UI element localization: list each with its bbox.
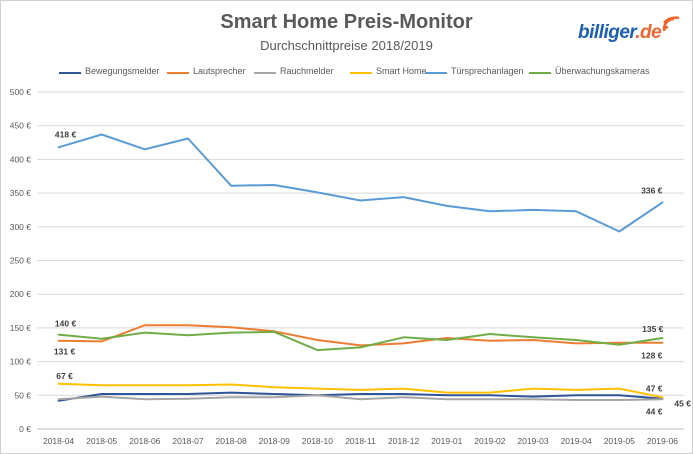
x-tick-label: 2018-12 xyxy=(388,436,419,446)
data-label: 140 € xyxy=(55,319,77,329)
y-tick-label: 100 € xyxy=(10,357,32,367)
legend-label: Smart Home xyxy=(376,66,427,76)
legend-label: Türsprechanlagen xyxy=(451,66,524,76)
x-tick-label: 2019-01 xyxy=(431,436,462,446)
legend-swatch xyxy=(59,72,81,74)
legend-swatch xyxy=(350,72,372,74)
x-tick-label: 2019-06 xyxy=(647,436,678,446)
brand-logo: billiger.de xyxy=(578,16,688,49)
y-tick-label: 450 € xyxy=(10,121,32,131)
x-tick-label: 2018-04 xyxy=(43,436,74,446)
data-label: 418 € xyxy=(55,129,77,139)
legend-label: Bewegungsmelder xyxy=(85,66,160,76)
legend-swatch xyxy=(529,72,551,74)
y-tick-label: 0 € xyxy=(19,424,31,434)
legend-swatch xyxy=(425,72,447,74)
x-tick-label: 2018-11 xyxy=(345,436,376,446)
data-label: 131 € xyxy=(54,347,76,357)
y-tick-label: 250 € xyxy=(10,256,32,266)
data-label: 128 € xyxy=(641,351,663,361)
data-label: 135 € xyxy=(642,324,664,334)
x-tick-label: 2019-03 xyxy=(517,436,548,446)
x-tick-label: 2019-04 xyxy=(561,436,592,446)
y-tick-label: 50 € xyxy=(14,390,31,400)
x-tick-label: 2018-05 xyxy=(86,436,117,446)
series-line-4 xyxy=(57,382,664,399)
legend-label: Überwachungskameras xyxy=(555,66,650,76)
series-line-1 xyxy=(57,391,664,402)
legend-label: Lautsprecher xyxy=(193,66,246,76)
legend-label: Rauchmelder xyxy=(280,66,334,76)
y-tick-label: 400 € xyxy=(10,154,32,164)
data-label: 45 € xyxy=(674,399,691,409)
wifi-icon xyxy=(662,16,680,32)
data-label: 336 € xyxy=(641,186,663,196)
series-line-3 xyxy=(57,394,664,401)
x-tick-label: 2018-08 xyxy=(215,436,246,446)
data-label: 67 € xyxy=(56,371,73,381)
chart-legend: Bewegungsmelder Lautsprecher Rauchmelder Sm… xyxy=(1,66,692,80)
chart-title: Smart Home Preis-Monitor xyxy=(220,11,473,33)
legend-swatch xyxy=(254,72,276,74)
y-tick-label: 500 € xyxy=(10,87,32,97)
data-label: 47 € xyxy=(646,383,663,393)
y-tick-label: 150 € xyxy=(10,323,32,333)
data-label: 44 € xyxy=(646,406,663,416)
series-line-5 xyxy=(57,133,664,233)
y-tick-label: 300 € xyxy=(10,222,32,232)
x-tick-label: 2018-10 xyxy=(302,436,333,446)
x-tick-label: 2018-06 xyxy=(129,436,160,446)
brand-wordmark: billiger.de xyxy=(578,22,662,43)
x-tick-label: 2019-05 xyxy=(604,436,635,446)
series-line-2 xyxy=(57,324,664,347)
y-tick-label: 200 € xyxy=(10,289,32,299)
chart-subtitle: Durchschnittpreise 2018/2019 xyxy=(260,38,433,53)
series-line-6 xyxy=(57,330,664,352)
legend-swatch xyxy=(167,72,189,74)
y-tick-label: 350 € xyxy=(10,188,32,198)
x-tick-label: 2018-09 xyxy=(259,436,290,446)
x-tick-label: 2019-02 xyxy=(474,436,505,446)
x-tick-label: 2018-07 xyxy=(172,436,203,446)
